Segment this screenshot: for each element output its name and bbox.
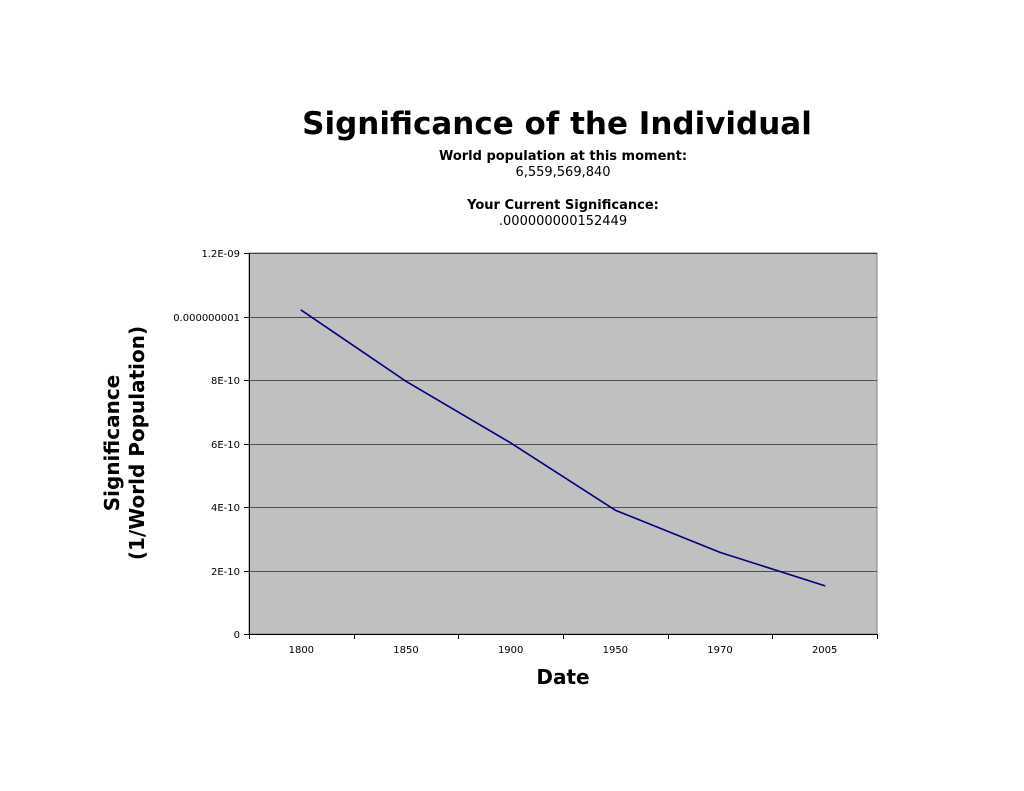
x-tick-label: 1850 <box>393 645 418 656</box>
significance-caption: Your Current Significance: <box>467 198 659 213</box>
data-point <box>405 380 407 383</box>
y-tick-label: 6E-10 <box>211 440 240 451</box>
population-value: 6,559,569,840 <box>515 165 611 180</box>
x-tick-label: 1950 <box>603 645 628 656</box>
x-tick-label: 1800 <box>289 645 314 656</box>
x-tick-label: 1970 <box>707 645 732 656</box>
y-tick-label: 4E-10 <box>211 503 240 514</box>
plot-area <box>248 252 878 635</box>
y-tick-label: 2E-10 <box>211 567 240 578</box>
y-tick-label: 8E-10 <box>211 376 240 387</box>
x-tick-label: 1900 <box>498 645 523 656</box>
data-point <box>614 509 617 511</box>
gridlines <box>249 253 877 572</box>
data-point <box>823 584 826 587</box>
data-point <box>719 551 721 554</box>
chart-title: Significance of the Individual <box>302 106 812 142</box>
y-tick-labels: 0 2E-10 4E-10 6E-10 8E-10 0.000000001 1.2E-09 <box>173 249 240 641</box>
axes <box>244 253 878 639</box>
y-tick-label: 0.000000001 <box>173 313 240 324</box>
data-point <box>300 309 303 311</box>
series <box>300 309 826 587</box>
significance-series-line <box>300 309 825 587</box>
x-tick-label: 2005 <box>812 645 837 656</box>
y-tick-label: 0 <box>234 630 240 641</box>
population-caption: World population at this moment: <box>438 149 688 164</box>
y-tick-label: 1.2E-09 <box>201 249 240 260</box>
x-axis-label: Date <box>536 665 590 689</box>
data-point <box>509 442 512 444</box>
significance-value: .000000000152449 <box>498 214 628 229</box>
x-tick-labels: 1800 1850 1900 1950 1970 2005 <box>289 645 838 656</box>
